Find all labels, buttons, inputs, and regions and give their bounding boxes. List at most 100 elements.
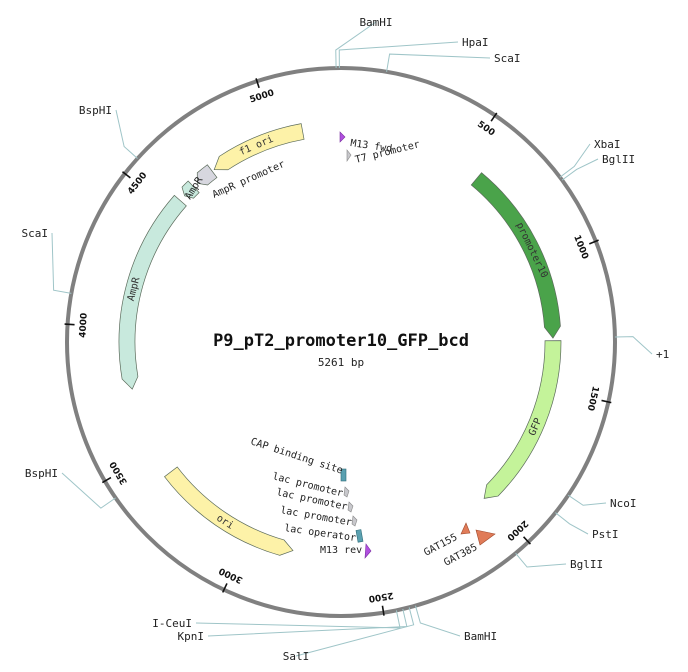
m13-rev-feature[interactable]: M13 rev bbox=[320, 543, 372, 559]
tick-mark bbox=[490, 112, 498, 122]
restriction-site-+1[interactable]: +1 bbox=[614, 336, 669, 361]
site-leader-line bbox=[207, 608, 408, 637]
restriction-site-label: BglII bbox=[570, 558, 603, 571]
site-leader-line bbox=[555, 512, 589, 535]
site-leader-line bbox=[195, 610, 401, 629]
restriction-site-label: HpaI bbox=[462, 36, 489, 49]
site-leader-line bbox=[515, 552, 567, 568]
restriction-site-bsphi[interactable]: BspHI bbox=[25, 467, 116, 509]
restriction-site-bsphi[interactable]: BspHI bbox=[79, 104, 138, 159]
tick-mark bbox=[522, 536, 532, 545]
tick-mark bbox=[589, 239, 599, 245]
tick-mark bbox=[122, 171, 131, 179]
site-leader-line bbox=[338, 41, 459, 69]
tick-mark bbox=[601, 399, 612, 404]
restriction-site-scai[interactable]: ScaI bbox=[22, 227, 72, 294]
cap-binding-site-feature[interactable]: CAP binding site bbox=[249, 436, 347, 482]
site-leader-line bbox=[295, 607, 415, 657]
tick-label: 4500 bbox=[126, 171, 149, 197]
t7-promoter-marker bbox=[346, 149, 352, 162]
restriction-site-bamhi[interactable]: BamHI bbox=[335, 16, 393, 69]
restriction-site-ncoi[interactable]: NcoI bbox=[567, 494, 637, 510]
promoter10-label: promoter10 bbox=[514, 221, 550, 280]
ampr-feature[interactable]: AmpR bbox=[118, 194, 187, 390]
ampr-arc bbox=[118, 194, 187, 390]
site-leader-line bbox=[561, 158, 599, 181]
lac-promoter-2-marker bbox=[347, 501, 354, 513]
tick-mark bbox=[381, 605, 385, 616]
ampr-promoter-arc bbox=[196, 164, 218, 186]
lac-promoter-1-marker bbox=[343, 486, 350, 498]
plasmid-name: P9_pT2_promoter10_GFP_bcd bbox=[213, 331, 469, 351]
tick-label: 3500 bbox=[108, 459, 129, 486]
site-leader-line bbox=[414, 605, 461, 637]
restriction-site-label: XbaI bbox=[594, 138, 621, 151]
restriction-site-bglii[interactable]: BglII bbox=[515, 552, 604, 571]
ori-feature[interactable]: ori bbox=[164, 466, 294, 556]
gat155-marker bbox=[460, 522, 471, 535]
restriction-site-label: BspHI bbox=[79, 104, 112, 117]
restriction-site-label: ScaI bbox=[22, 227, 49, 240]
restriction-site-kpni[interactable]: KpnI bbox=[178, 608, 408, 643]
restriction-site-label: BamHI bbox=[464, 630, 497, 643]
restriction-site-label: BspHI bbox=[25, 467, 58, 480]
m13-rev-label: M13 rev bbox=[320, 545, 362, 556]
plasmid-length: 5261 bp bbox=[318, 356, 364, 369]
tick-mark bbox=[64, 323, 75, 326]
ampr-tail-feature[interactable] bbox=[181, 180, 200, 199]
m13-fwd-marker bbox=[339, 131, 346, 143]
restriction-site-bglii[interactable]: BglII bbox=[561, 153, 635, 181]
tick-label: 5000 bbox=[249, 88, 276, 105]
lac-promoter-3-marker bbox=[351, 515, 358, 527]
f1-ori-arc bbox=[213, 123, 305, 171]
site-leader-line bbox=[559, 143, 591, 178]
tick-label: 1500 bbox=[585, 385, 600, 412]
site-leader-line bbox=[51, 232, 72, 294]
tick-label: 1000 bbox=[571, 234, 590, 261]
restriction-site-xbai[interactable]: XbaI bbox=[559, 138, 621, 178]
lac-operator-marker bbox=[355, 529, 364, 543]
promoter10-arc bbox=[470, 172, 561, 339]
restriction-site-label: KpnI bbox=[178, 630, 205, 643]
site-leader-line bbox=[115, 109, 138, 159]
restriction-site-psti[interactable]: PstI bbox=[555, 512, 619, 541]
restriction-site-label: +1 bbox=[656, 348, 669, 361]
backbone-circle bbox=[65, 66, 617, 618]
site-leader-line bbox=[335, 21, 377, 69]
tick-mark bbox=[101, 476, 112, 484]
promoter10-feature[interactable]: promoter10 bbox=[470, 172, 561, 339]
ampr-promoter-feature[interactable] bbox=[196, 164, 218, 186]
tick-label: 500 bbox=[475, 120, 496, 139]
site-leader-line bbox=[61, 472, 116, 509]
restriction-site-iceui[interactable]: I-CeuI bbox=[152, 610, 401, 630]
restriction-site-layer: BamHI HpaI ScaI XbaI BglII +1 NcoI PstI BglII Bam… bbox=[22, 16, 670, 663]
restriction-site-label: BamHI bbox=[359, 16, 392, 29]
m13-rev-marker bbox=[364, 543, 372, 559]
gat385-marker bbox=[475, 529, 496, 546]
ampr-tail-arc bbox=[181, 180, 200, 199]
gfp-arc bbox=[483, 340, 562, 499]
gfp-feature[interactable]: GFP bbox=[483, 340, 562, 499]
tick-label: 4000 bbox=[78, 312, 90, 338]
site-leader-line bbox=[567, 494, 607, 506]
tick-label: 3000 bbox=[218, 565, 245, 585]
tick-label: 2500 bbox=[368, 589, 394, 603]
lac-operator-feature[interactable]: lac operator bbox=[284, 523, 364, 544]
site-leader-line bbox=[614, 336, 653, 355]
restriction-site-label: PstI bbox=[592, 528, 619, 541]
restriction-site-label: ScaI bbox=[494, 52, 521, 65]
restriction-site-label: I-CeuI bbox=[152, 617, 192, 630]
site-leader-line bbox=[386, 53, 491, 72]
restriction-site-scai[interactable]: ScaI bbox=[386, 52, 521, 72]
cap-binding-site-label: CAP binding site bbox=[249, 436, 344, 476]
restriction-site-bamhi[interactable]: BamHI bbox=[414, 605, 497, 643]
ori-arc bbox=[164, 466, 294, 556]
restriction-site-hpai[interactable]: HpaI bbox=[338, 36, 489, 69]
cap-binding-site-marker bbox=[340, 468, 347, 482]
restriction-site-sali[interactable]: SalI bbox=[283, 607, 415, 663]
restriction-site-label: SalI bbox=[283, 650, 310, 663]
tick-mark bbox=[221, 583, 228, 593]
f1-ori-feature[interactable]: f1 ori bbox=[213, 123, 305, 171]
